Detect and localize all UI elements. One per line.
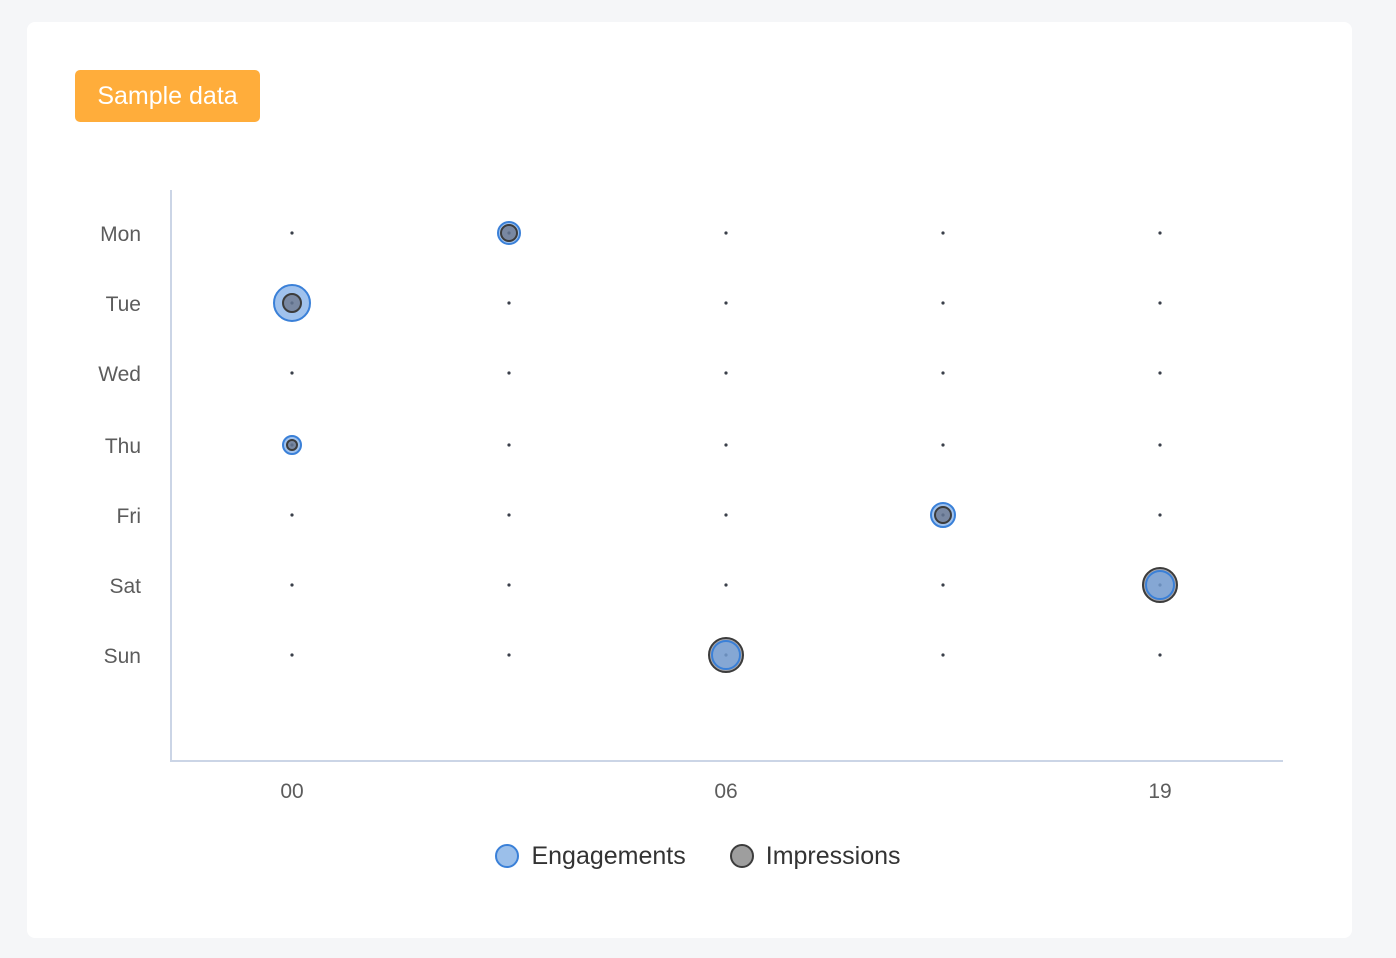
engagements-bubble[interactable] bbox=[1145, 570, 1175, 600]
grid-dot bbox=[941, 301, 945, 305]
grid-dot bbox=[941, 231, 945, 235]
grid-dot bbox=[507, 583, 511, 587]
grid-dot bbox=[507, 443, 511, 447]
grid-dots bbox=[290, 231, 1162, 657]
legend-item-impressions[interactable]: Impressions bbox=[729, 841, 901, 871]
grid-dot bbox=[290, 371, 294, 375]
y-tick-label: Wed bbox=[98, 363, 141, 386]
grid-dot bbox=[507, 513, 511, 517]
grid-dot bbox=[1158, 231, 1162, 235]
grid-dot bbox=[290, 583, 294, 587]
y-tick-label: Sun bbox=[104, 645, 141, 668]
x-tick-label: 19 bbox=[1148, 780, 1171, 803]
impressions-bubble[interactable] bbox=[934, 506, 952, 524]
grid-dot bbox=[1158, 653, 1162, 657]
engagements-bubble[interactable] bbox=[711, 640, 741, 670]
grid-dot bbox=[1158, 513, 1162, 517]
legend-item-engagements[interactable]: Engagements bbox=[495, 841, 686, 871]
chart-card bbox=[27, 22, 1352, 938]
grid-dot bbox=[941, 371, 945, 375]
sample-data-badge: Sample data bbox=[75, 70, 260, 122]
legend-label: Engagements bbox=[531, 841, 686, 870]
bubbles bbox=[273, 221, 1178, 673]
grid-dot bbox=[1158, 443, 1162, 447]
grid-dot bbox=[507, 371, 511, 375]
y-tick-label: Sat bbox=[109, 575, 141, 598]
grid-dot bbox=[941, 653, 945, 657]
x-axis-labels: 00 06 19 bbox=[280, 780, 1171, 803]
legend: Engagements Impressions bbox=[0, 836, 1396, 876]
y-tick-label: Tue bbox=[106, 293, 141, 316]
grid-dot bbox=[941, 443, 945, 447]
legend-label: Impressions bbox=[765, 841, 901, 870]
grid-dot bbox=[1158, 301, 1162, 305]
impressions-swatch-icon bbox=[729, 844, 754, 868]
grid-dot bbox=[290, 513, 294, 517]
grid-dot bbox=[507, 301, 511, 305]
grid-dot bbox=[724, 513, 728, 517]
impressions-bubble[interactable] bbox=[282, 293, 302, 313]
grid-dot bbox=[724, 371, 728, 375]
x-tick-label: 00 bbox=[280, 780, 303, 803]
grid-dot bbox=[724, 231, 728, 235]
grid-dot bbox=[1158, 371, 1162, 375]
grid-dot bbox=[724, 301, 728, 305]
grid-dot bbox=[724, 443, 728, 447]
engagements-swatch-icon bbox=[495, 844, 520, 868]
y-axis-labels: Mon Tue Wed Thu Fri Sat Sun bbox=[98, 223, 141, 668]
x-tick-label: 06 bbox=[714, 780, 737, 803]
impressions-bubble[interactable] bbox=[286, 439, 298, 451]
y-tick-label: Fri bbox=[117, 505, 142, 528]
grid-dot bbox=[507, 653, 511, 657]
y-tick-label: Mon bbox=[100, 223, 141, 246]
grid-dot bbox=[941, 583, 945, 587]
grid-dot bbox=[290, 653, 294, 657]
impressions-bubble[interactable] bbox=[500, 224, 518, 242]
y-tick-label: Thu bbox=[105, 435, 141, 458]
grid-dot bbox=[724, 583, 728, 587]
grid-dot bbox=[290, 231, 294, 235]
